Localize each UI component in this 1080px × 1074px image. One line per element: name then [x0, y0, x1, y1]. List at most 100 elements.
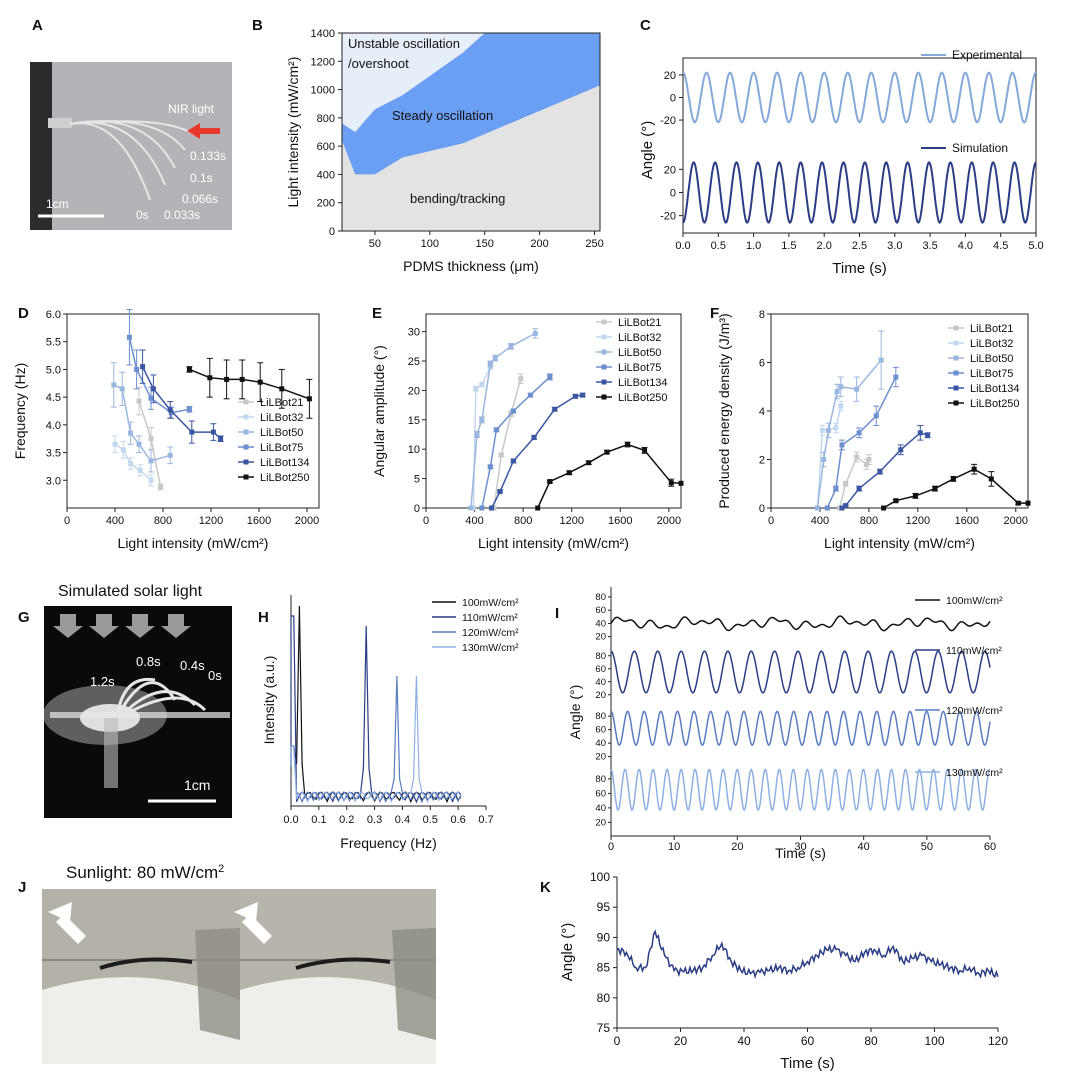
data-point [218, 436, 224, 442]
data-point [148, 458, 154, 464]
tick-label: 20 [595, 632, 606, 643]
x-axis-label: Light intensity (mW/cm²) [824, 535, 975, 551]
legend-marker [601, 364, 607, 370]
chart-b: 50 100 150 200 250 0 200 400 600 800 1000 1200 1400 P… [285, 28, 604, 274]
tick-label: 20 [664, 70, 676, 82]
tick-label: 2000 [295, 515, 319, 527]
tick-label: 100 [421, 238, 439, 250]
legend-label: LiLBot134 [970, 383, 1020, 395]
panel-letter-d: D [18, 305, 29, 322]
legend-label: LiLBot134 [260, 457, 310, 469]
y-axis-label: Angle (°) [639, 121, 656, 180]
tick-label: 20 [674, 1034, 688, 1048]
tick-label: 80 [595, 592, 606, 603]
data-point [148, 395, 154, 401]
legend-label: 130mW/cm² [462, 642, 519, 654]
tick-label: 0 [670, 188, 676, 200]
legend-label: LiLBot50 [260, 427, 303, 439]
tick-label: 0.0 [283, 814, 298, 826]
photo-j: Sunlight: 80 mW/cm2 [42, 863, 436, 1064]
tick-label: 20 [595, 690, 606, 701]
data-point [866, 457, 872, 462]
tick-label: 20 [731, 841, 743, 853]
data-point [856, 430, 862, 436]
legend-label: LiLBot75 [970, 368, 1013, 380]
tick-label: 40 [595, 738, 606, 749]
light-arrows [53, 614, 191, 638]
tick-label: 1.5 [781, 240, 796, 252]
tick-label: 10 [408, 444, 420, 456]
data-point [833, 486, 839, 492]
data-point [224, 376, 230, 382]
data-point [493, 427, 499, 433]
legend-label: LiLBot250 [970, 398, 1020, 410]
legend-label: LiLBot21 [260, 397, 303, 409]
data-point [819, 427, 825, 433]
data-point [893, 498, 899, 504]
legend-marker [243, 459, 249, 465]
data-point [128, 430, 134, 436]
plot-frame [341, 32, 601, 232]
series-line [290, 675, 462, 804]
data-point [167, 407, 173, 413]
tick-label: 10 [668, 841, 680, 853]
tick-label: 5 [414, 474, 420, 486]
tick-label: 95 [597, 900, 611, 914]
time-label: 0.8s [136, 654, 161, 669]
x-axis-label: Time (s) [775, 845, 826, 861]
tick-label: 1200 [559, 515, 583, 527]
data-point [843, 481, 849, 487]
data-point [532, 330, 538, 336]
tick-label: 85 [597, 961, 611, 975]
chart-i: 0 10 20 30 40 50 60 Time (s) Angle (°) 20 40 60 80 10… [567, 587, 1003, 861]
tick-label: 800 [317, 113, 335, 125]
tick-label: 0.0 [675, 240, 690, 252]
tick-label: 2000 [1004, 515, 1028, 527]
legend-label: 120mW/cm² [462, 627, 519, 639]
legend-label: LiLBot32 [970, 338, 1013, 350]
data-point [148, 436, 154, 442]
data-point [856, 486, 862, 492]
tick-label: 0.1 [311, 814, 326, 826]
tick-label: 4.5 [46, 392, 61, 404]
tick-label: 1000 [311, 85, 335, 97]
series-line [682, 71, 1037, 124]
legend-label: LiLBot75 [618, 362, 661, 374]
legend-label: LiLBot50 [970, 353, 1013, 365]
data-point [1025, 500, 1031, 506]
legend-label: LiLBot250 [260, 472, 310, 484]
series-line [816, 405, 842, 509]
tick-label: 20 [595, 817, 606, 828]
chart-c: 20 0 -20 20 0 -20 0.0 0.5 1.0 1.5 2.0 2.5 3.0 3.5 4.0 4… [639, 48, 1044, 277]
data-point [120, 447, 126, 453]
data-point [531, 434, 537, 440]
legend-label: LiLBot32 [260, 412, 303, 424]
data-point [898, 447, 904, 453]
series-line [826, 376, 897, 509]
y-axis-label: Angle (°) [559, 923, 576, 982]
data-point [479, 417, 485, 423]
data-point [815, 505, 821, 511]
tick-label: 1200 [199, 515, 223, 527]
data-point [474, 432, 480, 438]
tick-label: 80 [864, 1034, 878, 1048]
tick-label: 60 [595, 605, 606, 616]
tick-label: 800 [154, 515, 172, 527]
data-point [510, 408, 516, 414]
legend-marker [243, 474, 249, 480]
panel-letter-g: G [18, 609, 30, 626]
tick-label: 0.7 [478, 814, 493, 826]
tick-label: 1200 [906, 515, 930, 527]
data-point [1015, 500, 1021, 506]
data-point [137, 467, 143, 473]
tick-label: 0.4 [395, 814, 410, 826]
scale-label: 1cm [46, 197, 69, 211]
tick-label: 120 [988, 1034, 1008, 1048]
tick-label: 6.0 [46, 309, 61, 321]
tick-label: 0.2 [339, 814, 354, 826]
x-axis-label: Time (s) [780, 1055, 834, 1072]
scale-label: 1cm [184, 777, 210, 793]
time-label: 1.2s [90, 674, 115, 689]
legend-marker [953, 370, 959, 376]
